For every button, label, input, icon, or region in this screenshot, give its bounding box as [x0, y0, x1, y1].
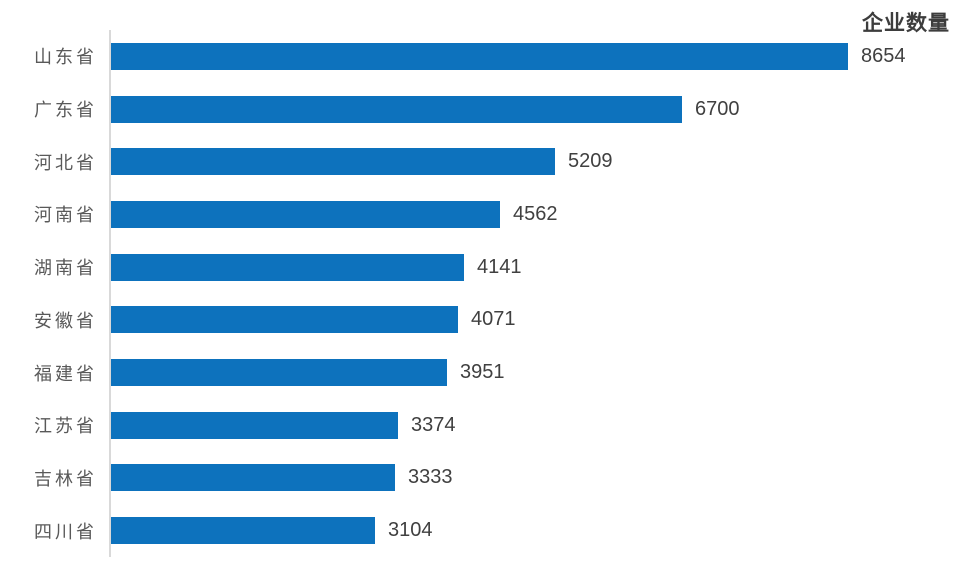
bar-row: 江苏省 3374	[0, 399, 959, 452]
bar	[111, 517, 375, 545]
category-label: 四川省	[34, 521, 97, 542]
bar	[111, 95, 682, 123]
bar-rows: 山东省 8654 广东省 6700 河北省 5209 河南省 4562 湖南省 …	[0, 30, 959, 557]
category-label: 山东省	[34, 47, 97, 68]
bar-row: 河北省 5209	[0, 135, 959, 188]
value-label: 3104	[388, 519, 433, 542]
value-label: 3951	[460, 361, 505, 384]
bar-track: 4071	[111, 306, 959, 334]
value-label: 4141	[477, 255, 522, 278]
bar	[111, 200, 500, 228]
bar-row: 广东省 6700	[0, 83, 959, 136]
value-label: 6700	[695, 97, 740, 120]
plot-area: 山东省 8654 广东省 6700 河北省 5209 河南省 4562 湖南省 …	[0, 30, 959, 557]
category-label: 福建省	[34, 363, 97, 384]
bar-track: 6700	[111, 95, 959, 123]
bar-row: 山东省 8654	[0, 30, 959, 83]
bar-row: 吉林省 3333	[0, 452, 959, 505]
bar-row: 河南省 4562	[0, 188, 959, 241]
bar-track: 3374	[111, 411, 959, 439]
bar	[111, 148, 555, 176]
category-label: 广东省	[34, 100, 97, 121]
y-axis-line	[109, 30, 111, 557]
category-label: 吉林省	[34, 468, 97, 489]
value-label: 8654	[861, 44, 906, 67]
bar	[111, 411, 398, 439]
bar	[111, 306, 458, 334]
bar-track: 8654	[111, 42, 959, 70]
value-label: 3374	[411, 413, 456, 436]
category-label: 江苏省	[34, 416, 97, 437]
category-label: 河北省	[34, 152, 97, 173]
bar-track: 3333	[111, 464, 959, 492]
category-label: 安徽省	[34, 310, 97, 331]
bar	[111, 253, 464, 281]
category-label: 湖南省	[34, 258, 97, 279]
bar-track: 3951	[111, 359, 959, 387]
bar-track: 4562	[111, 200, 959, 228]
chart-title: 企业数量	[862, 12, 950, 35]
bar-track: 3104	[111, 517, 959, 545]
bar	[111, 359, 447, 387]
bar-track: 4141	[111, 253, 959, 281]
value-label: 5209	[568, 150, 613, 173]
value-label: 4562	[513, 202, 558, 225]
category-label: 河南省	[34, 205, 97, 226]
bar	[111, 464, 395, 492]
bar-track: 5209	[111, 148, 959, 176]
bar	[111, 42, 848, 70]
bar-row: 安徽省 4071	[0, 294, 959, 347]
value-label: 3333	[408, 466, 453, 489]
value-label: 4071	[471, 308, 516, 331]
bar-row: 四川省 3104	[0, 504, 959, 557]
bar-row: 湖南省 4141	[0, 241, 959, 294]
bar-row: 福建省 3951	[0, 346, 959, 399]
